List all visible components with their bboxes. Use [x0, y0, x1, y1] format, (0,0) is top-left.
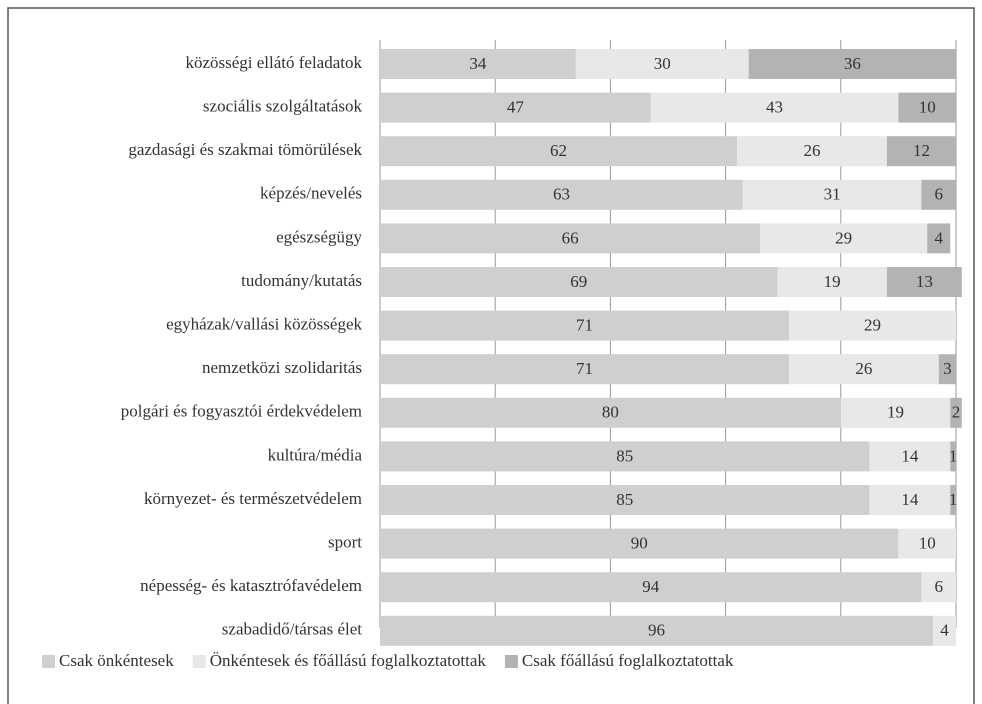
category-label: szociális szolgáltatások [203, 97, 363, 116]
bar-segment [380, 179, 743, 210]
value-label: 34 [469, 54, 487, 73]
bar-segment [380, 267, 778, 297]
value-label: 90 [631, 534, 648, 553]
bar-segment [380, 528, 899, 559]
value-label: 69 [570, 272, 587, 291]
value-label: 6 [934, 577, 943, 596]
bar-segment [742, 179, 922, 210]
value-label: 30 [654, 54, 671, 73]
bar-segment [932, 615, 956, 646]
frame [7, 7, 975, 704]
category-label: népesség- és katasztrófavédelem [140, 576, 362, 595]
value-label: 29 [835, 228, 852, 247]
category-label: polgári és fogyasztói érdekvédelem [121, 402, 362, 421]
category-label: szabadidő/társas élet [222, 620, 362, 639]
bar-segment [869, 441, 951, 472]
value-label: 71 [576, 316, 593, 335]
legend-swatch [504, 655, 518, 668]
legend-swatch [192, 655, 206, 668]
legend-label: Önkéntesek és főállású foglalkoztatottak [210, 651, 487, 670]
value-label: 3 [943, 359, 952, 378]
value-label: 36 [844, 54, 861, 73]
bar-segment [380, 615, 933, 646]
value-label: 26 [804, 141, 821, 160]
value-label: 1 [949, 446, 958, 465]
bar-segment [921, 179, 956, 210]
bar-segment [575, 49, 749, 79]
value-label: 71 [576, 359, 593, 378]
value-label: 19 [887, 403, 904, 422]
value-label: 43 [766, 98, 783, 117]
value-label: 31 [824, 185, 841, 204]
value-label: 47 [507, 98, 525, 117]
bar-segment [380, 572, 922, 603]
bar-segment [748, 49, 956, 79]
bar-segment [380, 354, 789, 385]
value-label: 96 [648, 621, 665, 640]
bar-segment [380, 310, 789, 341]
bar-segment [840, 397, 951, 428]
value-label: 85 [616, 446, 633, 465]
bar-segment [380, 49, 576, 79]
bar-segment [938, 354, 956, 385]
value-label: 13 [916, 272, 933, 291]
value-label: 62 [550, 141, 567, 160]
bar-segment [380, 223, 761, 254]
bar-segment [898, 92, 956, 123]
value-label: 94 [642, 577, 660, 596]
value-label: 63 [553, 185, 570, 204]
value-label: 14 [901, 446, 919, 465]
legend-swatch [42, 655, 55, 668]
value-label: 2 [952, 403, 961, 422]
value-label: 26 [855, 359, 872, 378]
bar-segment [927, 223, 951, 254]
value-label: 10 [919, 534, 936, 553]
category-label: tudomány/kutatás [241, 271, 362, 290]
bar-segment [650, 92, 899, 123]
value-label: 66 [562, 228, 579, 247]
category-label: környezet- és természetvédelem [144, 489, 362, 508]
category-label: kultúra/média [268, 445, 363, 464]
value-label: 85 [616, 490, 633, 509]
bar-segment [886, 267, 962, 297]
bar-segment [886, 136, 956, 167]
legend-label: Csak önkéntesek [59, 651, 174, 670]
category-label: közösségi ellátó feladatok [185, 53, 362, 72]
bar-segment [950, 441, 956, 472]
bar-segment [950, 397, 962, 428]
bar-segment [788, 310, 956, 341]
bar-segment [380, 397, 841, 428]
legend-label: Csak főállású foglalkoztatottak [522, 651, 734, 670]
bar-segment [380, 92, 651, 123]
bar-segment [737, 136, 887, 167]
bar-segment [380, 441, 870, 472]
bar-segment [380, 485, 870, 515]
bar-segment [380, 136, 738, 167]
value-label: 80 [602, 403, 619, 422]
value-label: 29 [864, 316, 881, 335]
value-label: 6 [934, 185, 943, 204]
bar-segment [788, 354, 939, 385]
bar-segment [898, 528, 956, 559]
bar-segment [921, 572, 956, 603]
category-label: képzés/nevelés [260, 184, 362, 203]
category-label: gazdasági és szakmai tömörülések [128, 140, 362, 159]
category-label: sport [328, 533, 362, 552]
category-label: egyházak/vallási közösségek [166, 315, 362, 334]
bar-segment [777, 267, 887, 297]
bar-segment [950, 485, 956, 515]
category-label: egészségügy [276, 227, 362, 246]
value-label: 19 [824, 272, 841, 291]
value-label: 4 [940, 621, 949, 640]
value-label: 12 [913, 141, 930, 160]
category-label: nemzetközi szolidaritás [202, 358, 362, 377]
bar-segment [869, 485, 951, 515]
value-label: 14 [901, 490, 919, 509]
value-label: 1 [949, 490, 958, 509]
bar-segment [760, 223, 928, 254]
value-label: 4 [934, 228, 943, 247]
value-label: 10 [919, 98, 936, 117]
